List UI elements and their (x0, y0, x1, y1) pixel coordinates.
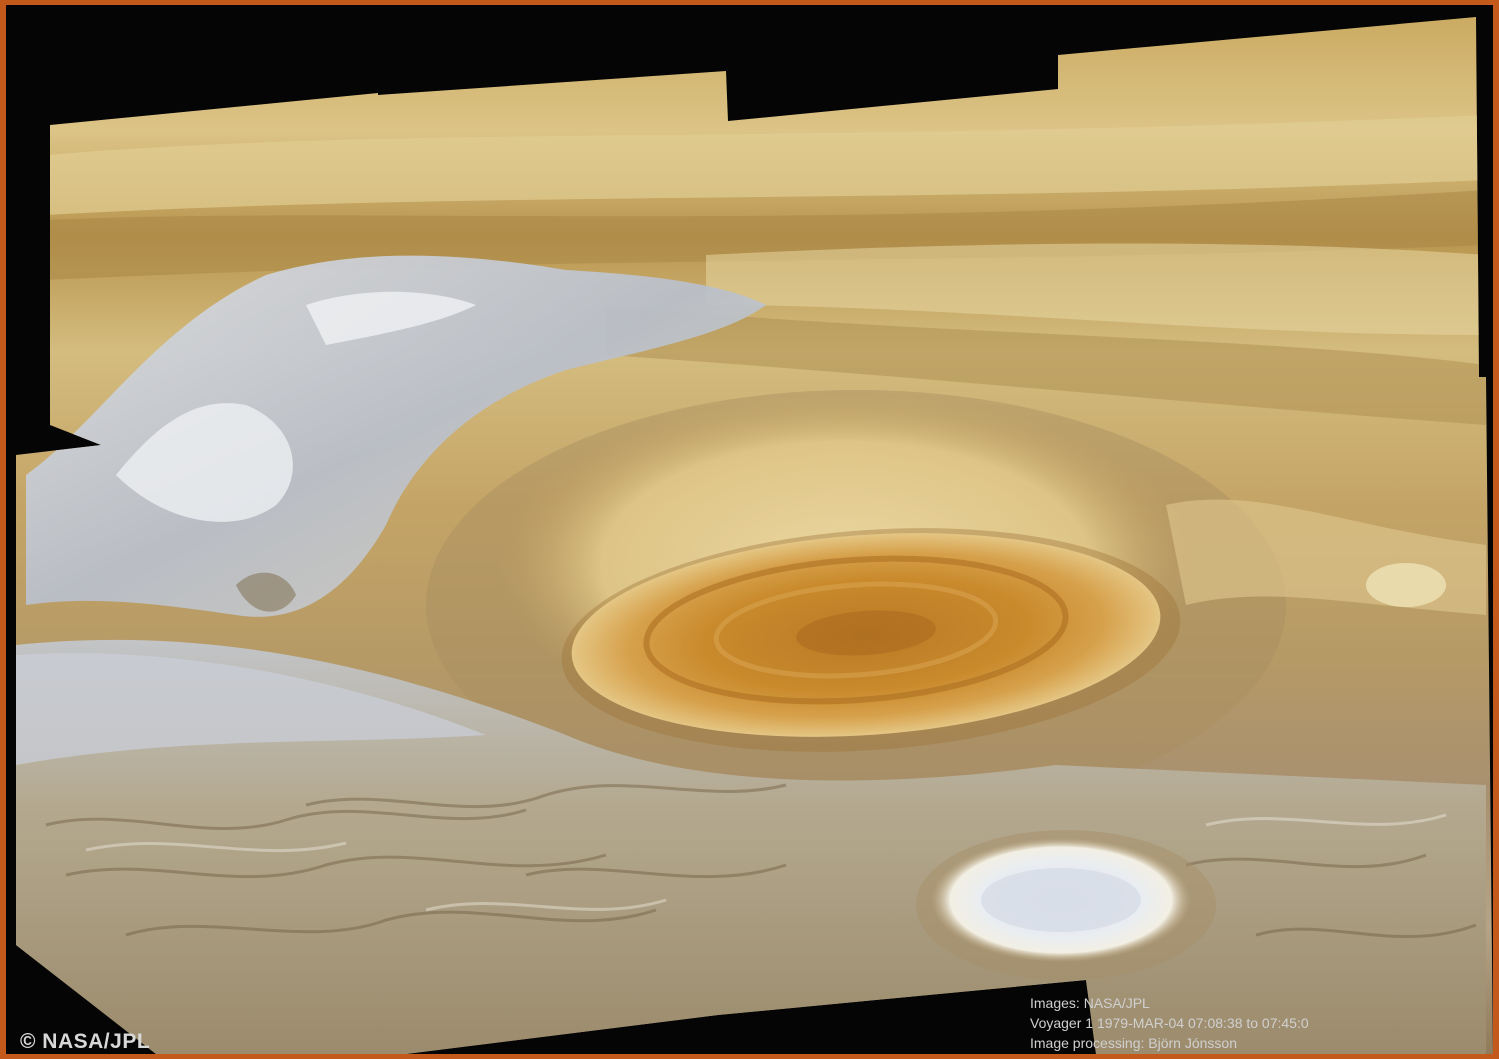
copyright-label: © NASA/JPL (20, 1030, 151, 1053)
credit-voyager: Voyager 1 1979-MAR-04 07:08:38 to 07:45:… (1030, 1015, 1309, 1031)
credit-images: Images: NASA/JPL (1030, 995, 1150, 1011)
image-credits: Images: NASA/JPL Voyager 1 1979-MAR-04 0… (1030, 993, 1492, 1053)
image-frame: © NASA/JPL Images: NASA/JPL Voyager 1 19… (6, 5, 1493, 1054)
credit-processing: Image processing: Björn Jónsson (1030, 1035, 1237, 1051)
jupiter-mosaic (16, 17, 1493, 1054)
